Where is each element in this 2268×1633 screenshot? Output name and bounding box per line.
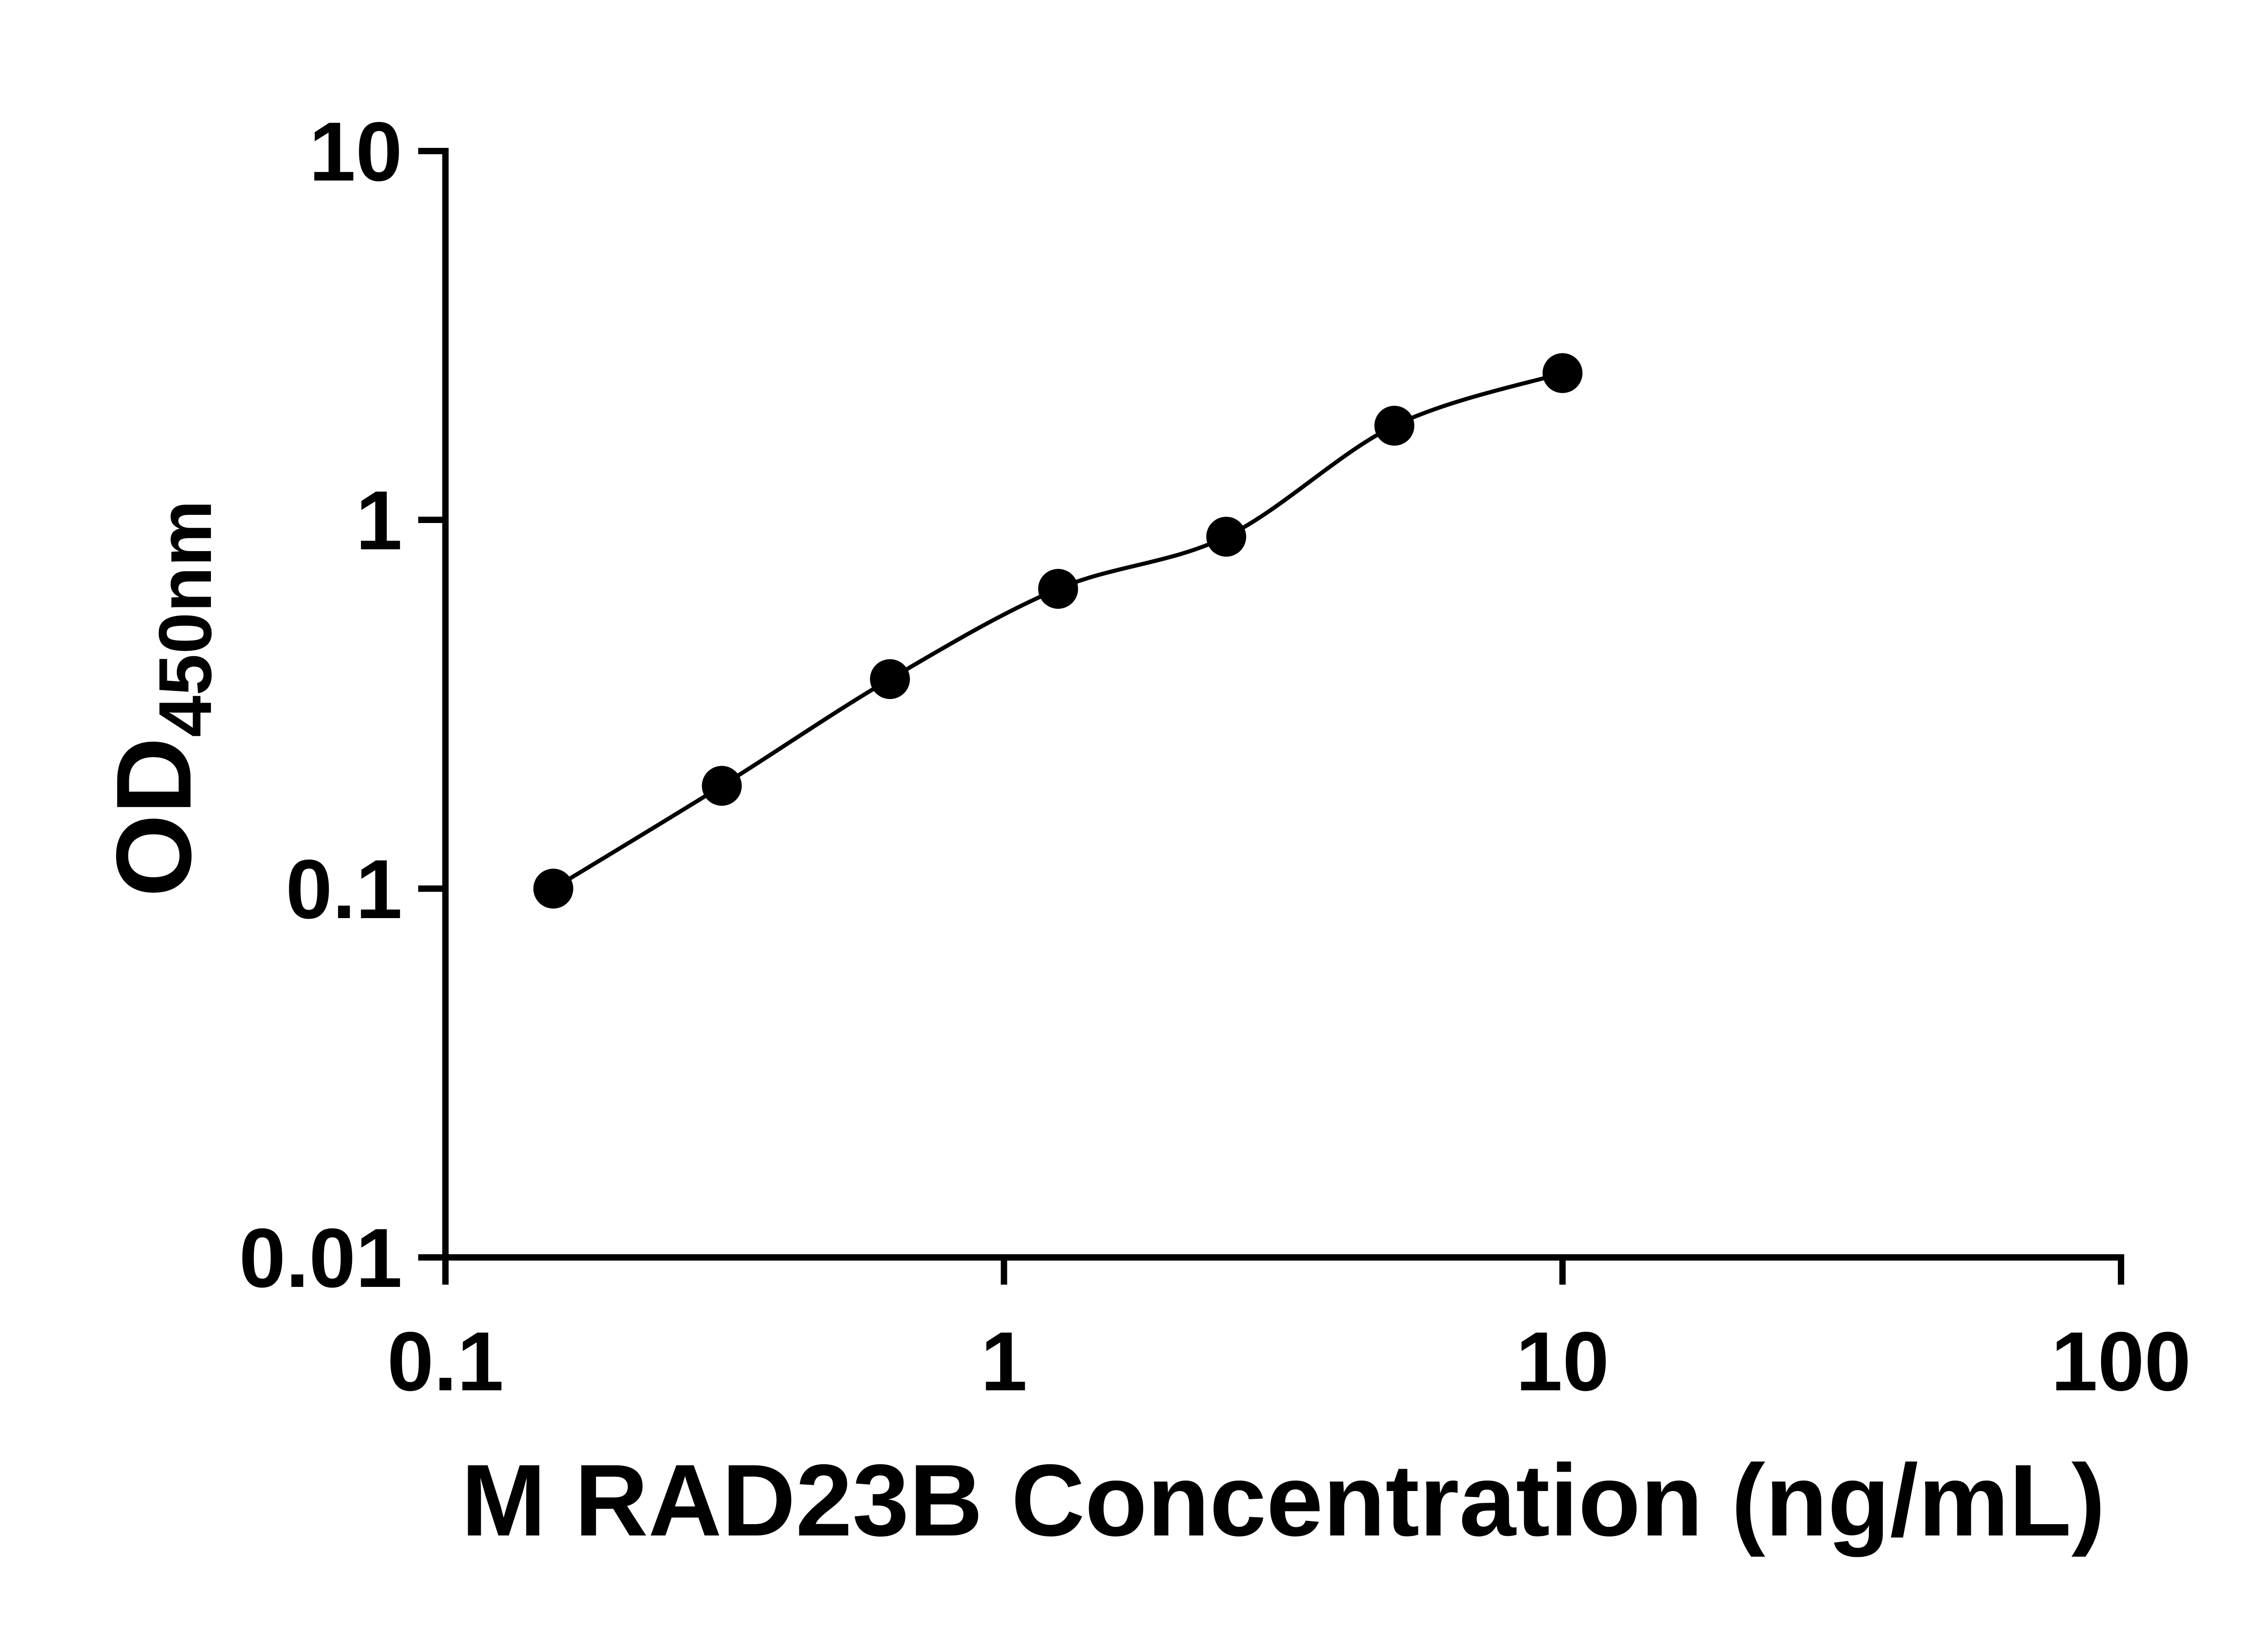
x-axis-title: M RAD23B Concentration (ng/mL) [461,1443,2106,1557]
y-axis-title-main: OD [94,737,213,897]
data-point-marker [1038,569,1078,609]
y-axis-title: OD450nm [94,500,227,897]
y-tick-label: 1 [356,474,402,567]
data-point-marker [1206,517,1246,557]
y-tick-label: 0.01 [239,1212,402,1305]
x-tick-label: 100 [2051,1315,2191,1408]
data-point-marker [1542,353,1583,393]
data-points [533,353,1583,909]
y-axis-title-subscript: 450nm [143,500,227,737]
x-tick-label: 1 [981,1315,1027,1408]
y-tick-label: 0.1 [286,843,402,936]
x-tick-label: 10 [1516,1315,1609,1408]
data-point-marker [533,869,573,909]
data-point-marker [1374,406,1414,446]
x-tick-label: 0.1 [387,1315,503,1408]
y-tick-label: 10 [309,105,402,199]
x-axis-ticks: 0.1 1 10 100 [387,1257,2191,1408]
data-point-marker [702,766,742,806]
y-axis-ticks: 0.01 0.1 1 10 [239,105,445,1305]
standard-curve-line [552,371,1564,890]
data-point-marker [870,659,910,699]
